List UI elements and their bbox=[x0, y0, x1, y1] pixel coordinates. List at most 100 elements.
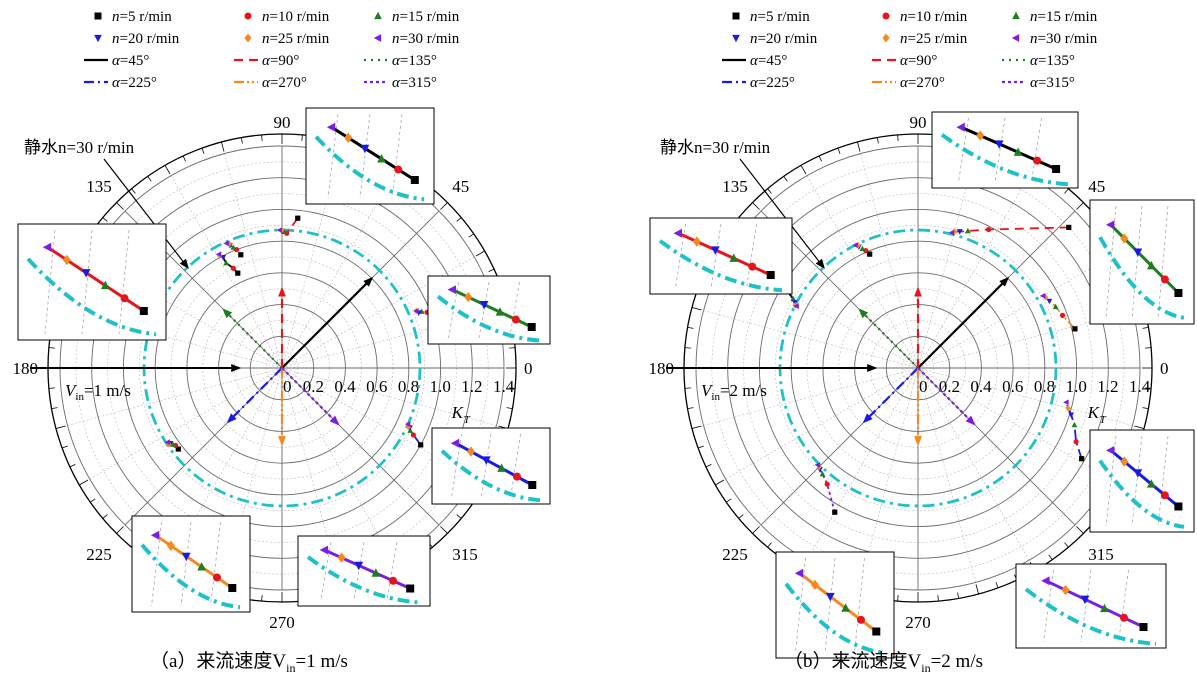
data-point bbox=[985, 226, 992, 233]
zoom-inset-point bbox=[692, 236, 701, 247]
zoom-inset-point bbox=[389, 576, 398, 585]
legend-angle-text: =225° bbox=[120, 75, 157, 91]
legend-angle-text: =90° bbox=[908, 53, 937, 69]
angle-tick bbox=[509, 387, 516, 389]
zoom-inset-point bbox=[394, 165, 403, 174]
legend-angle-text: =270° bbox=[270, 75, 307, 91]
zoom-inset-still-water bbox=[440, 449, 541, 503]
polar-chart-a: 0 0.2 0.4 0.6 0.8 1.0 1.2 1.4 K T 0 45 90 135 180 225 27… bbox=[13, 107, 551, 632]
radial-tick-label: 0.8 bbox=[1034, 377, 1055, 396]
still-water-pointer bbox=[739, 158, 825, 270]
zoom-inset-grid bbox=[1118, 569, 1129, 643]
angle-tick bbox=[488, 268, 495, 273]
legend-speed-label: n=30 r/min bbox=[1030, 31, 1098, 47]
zoom-inset-point bbox=[512, 472, 521, 481]
zoom-inset-point bbox=[150, 530, 160, 540]
zoom-inset-grid bbox=[480, 433, 492, 499]
grid-minor-spoke bbox=[281, 367, 497, 426]
radial-tick-label: 0.4 bbox=[970, 377, 992, 396]
angle-tick bbox=[818, 155, 823, 162]
grid-minor-spoke bbox=[860, 367, 919, 583]
angle-tick bbox=[90, 498, 96, 503]
angle-tick bbox=[69, 463, 76, 468]
zoom-inset-grid bbox=[391, 113, 403, 199]
zoom-inset bbox=[1015, 563, 1167, 649]
legend-italic-alpha: α bbox=[750, 53, 759, 69]
angle-tick bbox=[684, 347, 691, 349]
legend-marker-icon bbox=[732, 12, 740, 20]
legend-speed-label: n=30 r/min bbox=[392, 31, 460, 47]
zoom-inset-point bbox=[810, 579, 819, 591]
grid-minor-spoke bbox=[224, 153, 283, 369]
angle-tick bbox=[475, 250, 485, 257]
zoom-inset-frame bbox=[1089, 429, 1195, 533]
angle-tick-label: 180 bbox=[13, 359, 39, 378]
radial-axis-sub: T bbox=[1100, 414, 1107, 426]
legend-angle-label: α=45° bbox=[112, 53, 149, 69]
zoom-inset bbox=[431, 427, 551, 505]
zoom-inset-frame bbox=[305, 107, 435, 205]
data-point bbox=[220, 255, 227, 261]
angle-tick bbox=[456, 217, 462, 222]
zoom-inset-point bbox=[1041, 576, 1050, 586]
zoom-inset bbox=[131, 515, 251, 613]
zoom-inset-point bbox=[371, 568, 381, 577]
legend-angle-label: α=135° bbox=[392, 53, 437, 69]
data-point bbox=[832, 509, 838, 515]
zoom-inset-point bbox=[319, 545, 328, 555]
radial-axis-sub: T bbox=[464, 414, 471, 426]
data-point bbox=[404, 421, 411, 427]
radial-tick-label: 0 bbox=[919, 377, 928, 396]
legend-angle-text: =135° bbox=[1038, 53, 1075, 69]
angle-tick bbox=[691, 307, 702, 311]
angle-tick bbox=[164, 165, 171, 175]
zoom-inset-point bbox=[497, 463, 507, 472]
angle-tick bbox=[261, 595, 263, 602]
zoom-inset-point bbox=[344, 132, 353, 143]
angle-tick bbox=[440, 526, 448, 534]
zoom-inset-point bbox=[856, 615, 865, 624]
legend-speed-text: =5 r/min bbox=[120, 9, 173, 25]
angle-tick bbox=[726, 498, 732, 503]
legend-speed-label: n=25 r/min bbox=[900, 31, 968, 47]
radial-tick-label: 1.0 bbox=[1066, 377, 1087, 396]
legend-speed-text: =15 r/min bbox=[400, 9, 460, 25]
data-point bbox=[238, 252, 244, 258]
zoom-inset-grid bbox=[824, 557, 836, 653]
legend-angle-label: α=270° bbox=[262, 75, 307, 91]
zoom-inset-point bbox=[825, 592, 835, 602]
zoom-inset-frame bbox=[1089, 199, 1195, 325]
zoom-inset-frame bbox=[297, 535, 431, 607]
thrust-arrow bbox=[917, 276, 1010, 369]
legend-italic-alpha: α bbox=[750, 75, 759, 91]
zoom-inset-point bbox=[326, 122, 336, 132]
legend-speed-label: n=10 r/min bbox=[900, 9, 968, 25]
zoom-inset-point bbox=[354, 561, 364, 571]
legend-marker-icon bbox=[373, 34, 382, 42]
legend-marker-icon bbox=[1012, 11, 1020, 20]
data-point bbox=[1039, 292, 1046, 299]
radial-tick-label: 1.0 bbox=[430, 377, 451, 396]
angle-tick bbox=[468, 233, 474, 238]
angle-tick bbox=[738, 514, 744, 519]
legend-italic-alpha: α bbox=[112, 53, 121, 69]
data-point bbox=[418, 442, 424, 448]
legend-speed-text: =20 r/min bbox=[758, 31, 818, 47]
legend-speed-text: =5 r/min bbox=[758, 9, 811, 25]
zoom-inset-point bbox=[495, 307, 505, 316]
angle-tick bbox=[1142, 407, 1149, 410]
legend-speed-label: n=5 r/min bbox=[112, 9, 172, 25]
zoom-inset-point bbox=[1160, 491, 1169, 500]
legend-marker-icon bbox=[374, 11, 382, 20]
grid-minor-spoke bbox=[806, 367, 919, 561]
zoom-inset-point bbox=[481, 456, 491, 465]
legend-italic-alpha: α bbox=[1030, 75, 1039, 91]
zoom-inset-point bbox=[1061, 584, 1070, 596]
data-point bbox=[223, 240, 229, 247]
data-point bbox=[1065, 404, 1071, 412]
zoom-inset-grid bbox=[386, 541, 398, 601]
data-point bbox=[1079, 456, 1085, 462]
grid-minor-spoke bbox=[917, 175, 1030, 369]
zoom-inset-point bbox=[360, 144, 370, 154]
angle-tick bbox=[691, 425, 702, 429]
